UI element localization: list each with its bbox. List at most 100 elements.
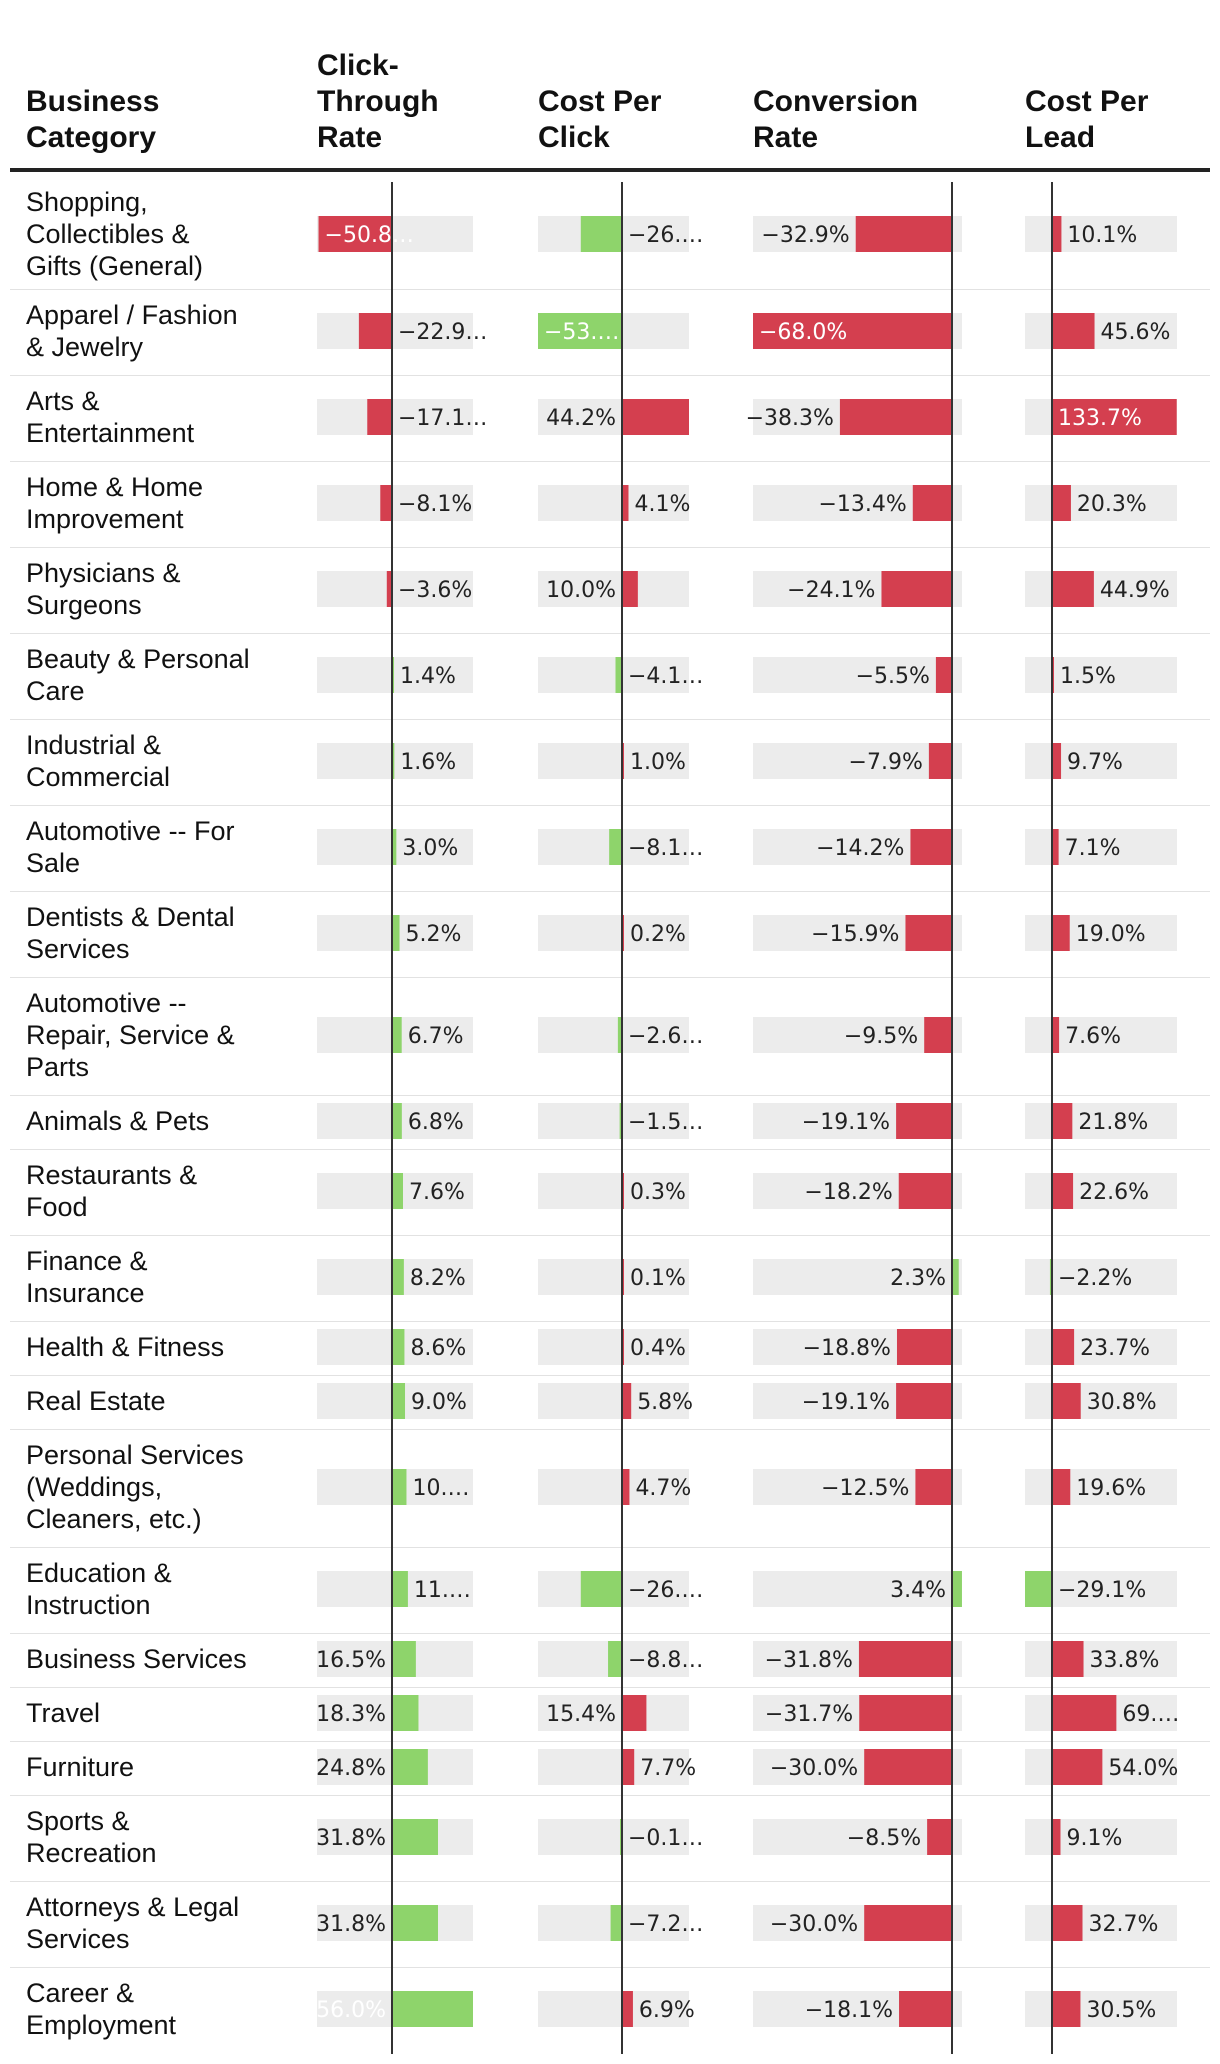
bar-cpl	[1052, 1991, 1081, 2027]
bar-ctr	[392, 1017, 402, 1053]
bar-ctr	[380, 485, 392, 521]
row-category-label: Dentists & Dental Services	[26, 902, 235, 964]
table-row: Furniture 24.8% 7.7% −30.0% 54.0%	[10, 1749, 1210, 1796]
cell-track	[538, 485, 689, 521]
cell-track	[538, 1383, 689, 1419]
value-label-cpc: −7.2…	[628, 1912, 703, 1937]
cell-track	[538, 1329, 689, 1365]
value-label-cpc: −1.5…	[628, 1110, 703, 1135]
bar-cpl	[1052, 1749, 1103, 1785]
table-row: Dentists & Dental Services 5.2% 0.2% −15.9% 1…	[10, 902, 1210, 978]
bar-cvr	[753, 313, 952, 349]
value-label-cvr: −18.1%	[805, 1998, 893, 2023]
cell-track	[1025, 915, 1177, 951]
table-row: Automotive -- For Sale 3.0% −8.1… −14.2% 7.1%	[10, 816, 1210, 892]
value-label-cpl: 69.…	[1122, 1702, 1179, 1727]
row-divider	[10, 719, 1210, 720]
value-label-ctr: 11.…	[414, 1578, 471, 1603]
cell-track	[317, 657, 473, 693]
value-label-cpc: 6.9%	[639, 1998, 695, 2023]
cell-track	[1025, 485, 1177, 521]
row-divider	[10, 547, 1210, 548]
cell-track	[317, 743, 473, 779]
bar-ctr	[367, 399, 392, 435]
value-label-cpc: −26.…	[628, 1578, 703, 1603]
table-row: Attorneys & Legal Services 31.8% −7.2… −30.0…	[10, 1892, 1210, 1968]
bar-cvr	[896, 1329, 952, 1365]
table-row: Physicians & Surgeons −3.6% 10.0% −24.1% 44.9…	[10, 558, 1210, 634]
value-label-cpc: 44.2%	[546, 406, 616, 431]
value-label-cvr: −5.5%	[856, 664, 930, 689]
bar-ctr	[392, 1259, 404, 1295]
cell-track	[317, 313, 473, 349]
row-divider	[10, 633, 1210, 634]
bar-cpl	[1052, 1103, 1073, 1139]
row-category-label: Real Estate	[26, 1386, 166, 1416]
value-label-cpc: 10.0%	[546, 578, 616, 603]
value-label-cpc: 15.4%	[546, 1702, 616, 1727]
value-label-ctr: 1.6%	[400, 750, 456, 775]
bar-ctr	[318, 216, 392, 252]
bar-ctr	[392, 1329, 405, 1365]
bar-ctr	[386, 571, 392, 607]
value-label-cvr: −24.1%	[787, 578, 875, 603]
value-label-cpl: 7.1%	[1065, 836, 1121, 861]
value-label-cpl: 19.6%	[1076, 1476, 1146, 1501]
bar-cpc	[615, 657, 622, 693]
cell-track	[538, 743, 689, 779]
bar-cpl	[1052, 1469, 1071, 1505]
value-label-cpl: −2.2%	[1058, 1266, 1132, 1291]
table-row: Automotive --Repair, Service & Parts 6.7% −…	[10, 988, 1210, 1096]
bar-cvr	[905, 915, 952, 951]
bar-ctr	[392, 1641, 416, 1677]
value-label-cvr: −30.0%	[770, 1756, 858, 1781]
value-label-cpl: 19.0%	[1076, 922, 1146, 947]
bar-ctr	[392, 657, 395, 693]
row-category-label: Arts & Entertainment	[26, 386, 195, 448]
value-label-cpc: 5.8%	[637, 1390, 693, 1415]
row-category-label: Travel	[26, 1698, 100, 1728]
row-divider	[10, 1967, 1210, 1968]
row-divider	[10, 289, 1210, 290]
bar-cvr	[898, 1173, 952, 1209]
row-divider	[10, 1095, 1210, 1096]
value-label-ctr: 6.7%	[408, 1024, 464, 1049]
cell-track	[317, 399, 473, 435]
bar-cpc	[609, 829, 622, 865]
row-divider	[10, 1429, 1210, 1430]
table-row: Sports & Recreation 31.8% −0.1… −8.5% 9.1%	[10, 1806, 1210, 1882]
table-row: Education & Instruction 11.… −26.… 3.4% −29.1…	[10, 1558, 1210, 1634]
row-category-label: Restaurants & Food	[26, 1160, 197, 1222]
cell-track	[538, 1103, 689, 1139]
value-label-ctr: 24.8%	[316, 1756, 386, 1781]
row-category-label: Apparel / Fashion & Jewelry	[26, 300, 238, 362]
bar-ctr	[392, 1819, 438, 1855]
row-category-label: Automotive -- For Sale	[26, 816, 235, 878]
bar-ctr	[392, 1103, 402, 1139]
row-category-label: Animals & Pets	[26, 1106, 209, 1136]
bar-cpc	[622, 1749, 635, 1785]
row-category-label: Beauty & Personal Care	[26, 644, 250, 706]
cell-track	[1025, 1819, 1177, 1855]
table-row: Animals & Pets 6.8% −1.5… −19.1% 21.8%	[10, 1103, 1210, 1150]
row-divider	[10, 1741, 1210, 1742]
cell-track	[538, 1017, 689, 1053]
bar-cpc	[608, 1641, 622, 1677]
cell-track	[753, 1571, 962, 1607]
column-header-cvr: Conversion Rate	[753, 85, 918, 154]
cell-track	[1025, 1383, 1177, 1419]
cell-track	[538, 915, 689, 951]
bar-cpc	[580, 1571, 622, 1607]
bar-cpc	[610, 1905, 622, 1941]
value-label-cpl: 133.7%	[1058, 406, 1142, 431]
cell-track	[1025, 571, 1177, 607]
cell-track	[1025, 1991, 1177, 2027]
column-header-ctr: Click-Through Rate	[317, 49, 439, 154]
bar-ctr	[392, 1905, 438, 1941]
bar-cvr	[881, 571, 952, 607]
bar-ctr	[358, 313, 392, 349]
row-category-label: Industrial & Commercial	[26, 730, 170, 792]
value-label-cpc: 0.2%	[630, 922, 686, 947]
bar-ctr	[392, 743, 395, 779]
row-category-label: Furniture	[26, 1752, 134, 1782]
